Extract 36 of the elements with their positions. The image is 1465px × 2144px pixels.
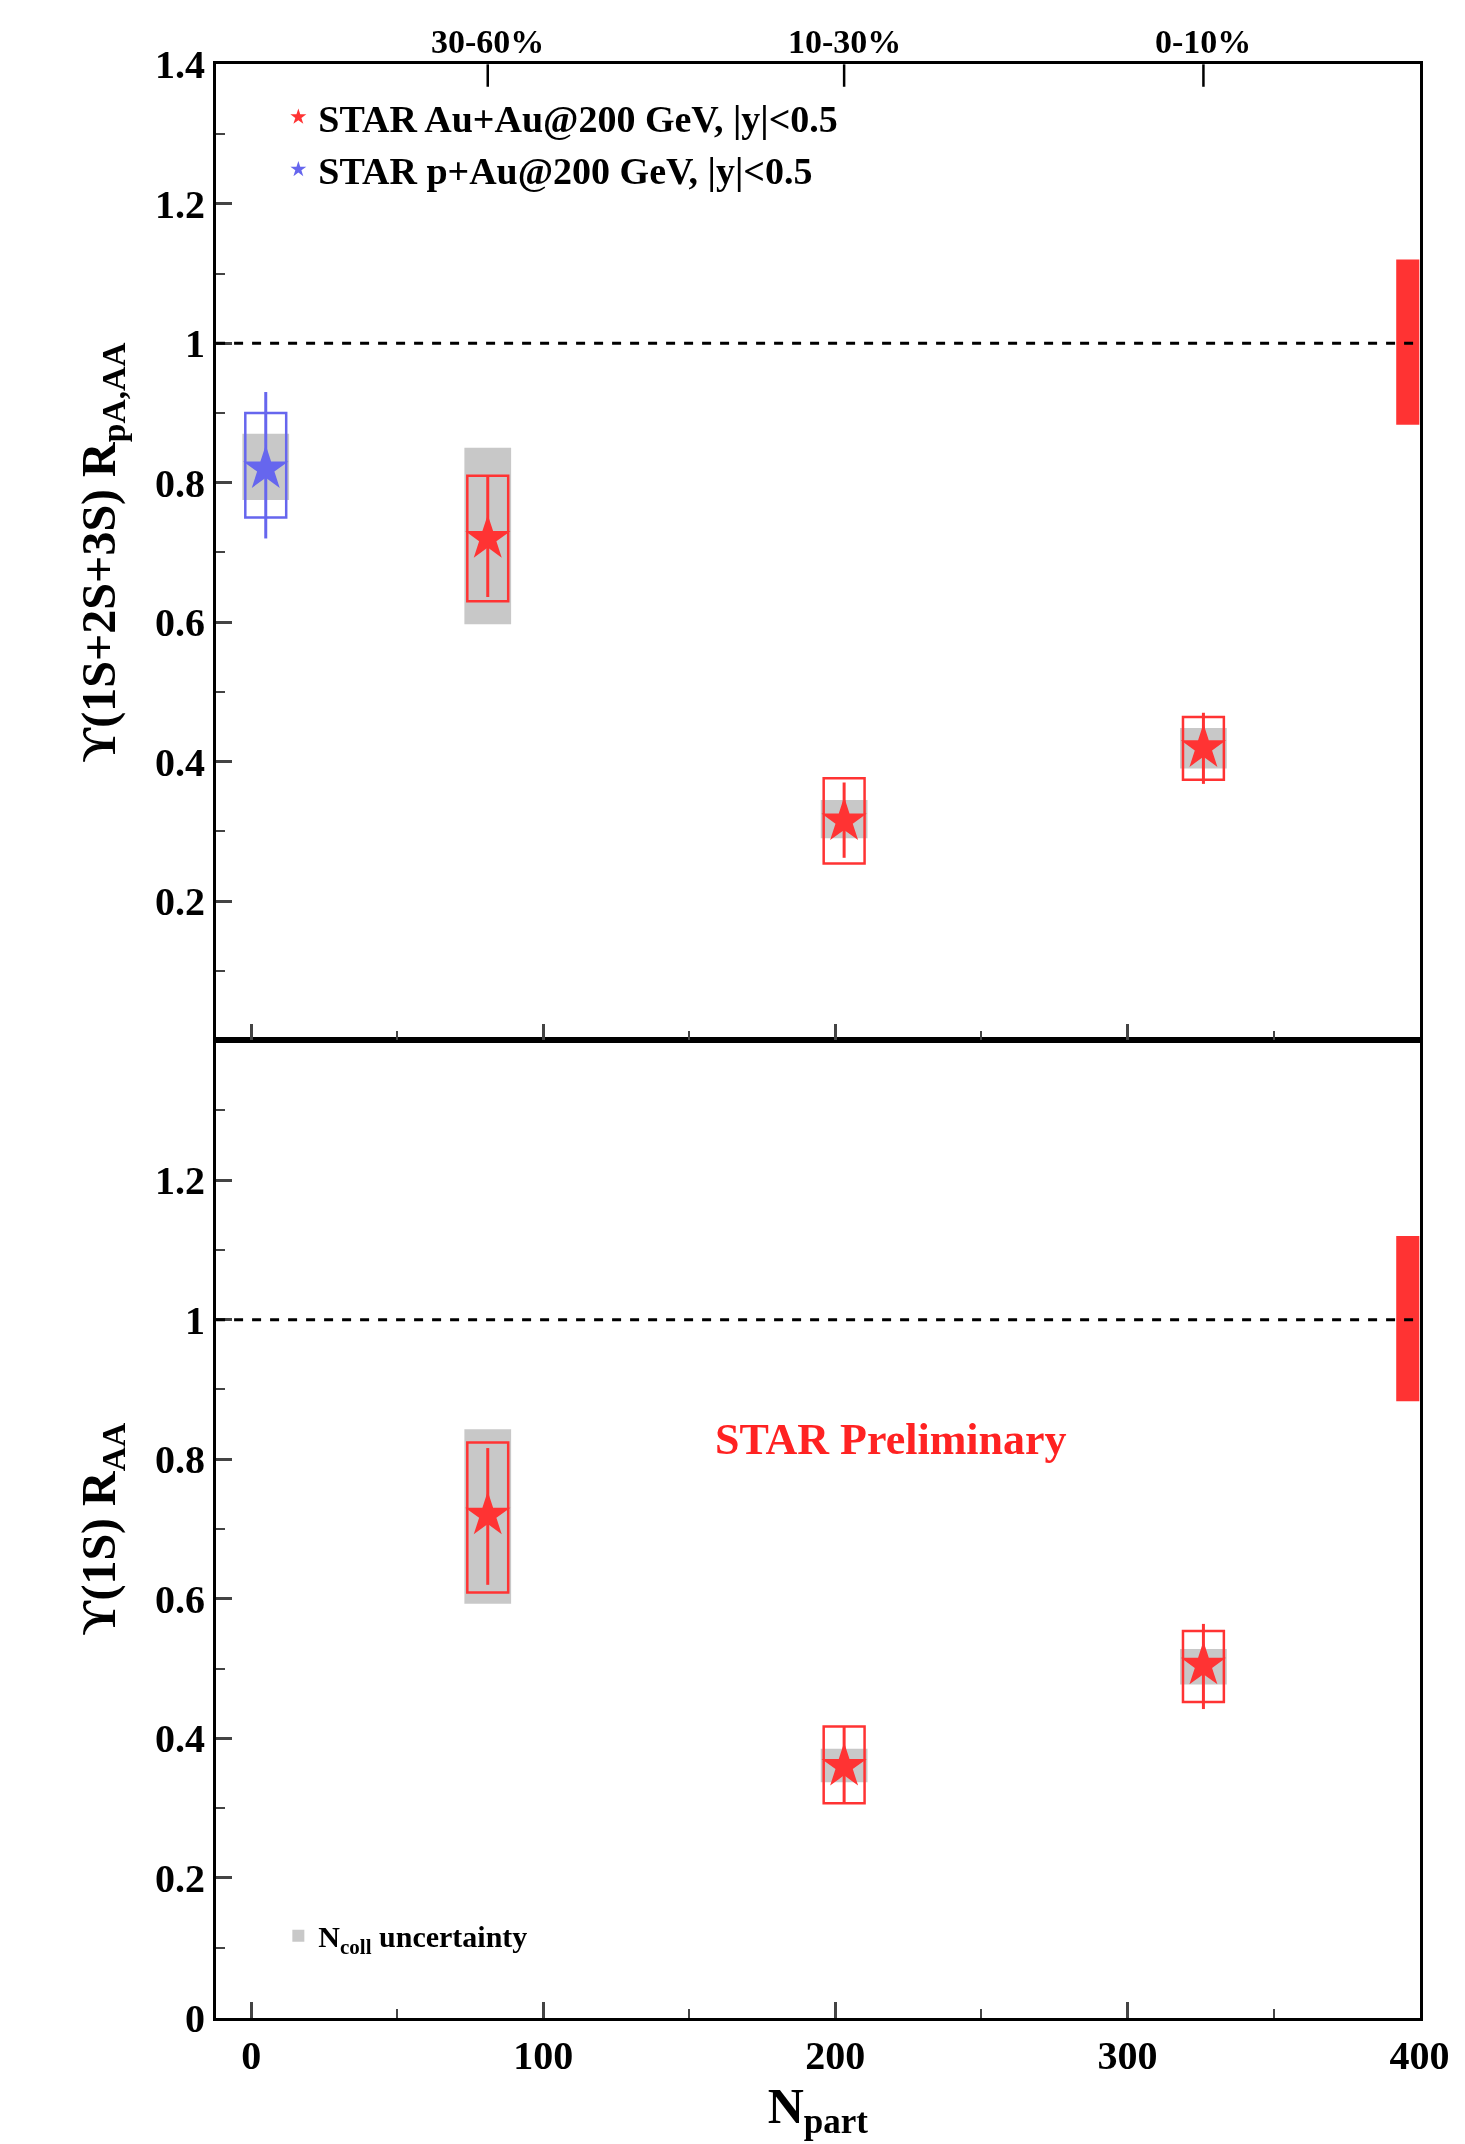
bar — [1396, 1235, 1420, 1402]
legend-label: N$_{coll}$ uncertainty — [318, 1920, 528, 1959]
y-tick-label: 0.4 — [155, 739, 206, 785]
y-tick-label: 0.2 — [155, 1855, 206, 1901]
y-tick-label: 1 — [185, 321, 206, 367]
y-tick-label: 1.4 — [155, 42, 206, 88]
y-tick-label: 0.6 — [155, 1576, 206, 1622]
bar — [822, 777, 866, 865]
point — [1180, 1641, 1227, 1685]
x-tick-label: 400 — [1389, 2032, 1450, 2078]
y-tick-label: 0.4 — [155, 1716, 206, 1762]
x-tick-label: 100 — [513, 2032, 574, 2078]
y-tick-label: 0 — [185, 1995, 206, 2041]
y-tick-label: 0.6 — [155, 600, 206, 646]
y-tick-label: 0.8 — [155, 1437, 206, 1483]
bar — [1396, 259, 1420, 425]
y-tick-label: 1 — [185, 1297, 206, 1343]
legend-label: STAR p+Au@200 GeV, |y|<0.5 — [318, 150, 813, 193]
bar — [1181, 715, 1226, 781]
x-tick-label: 200 — [805, 2032, 866, 2078]
x-axis-title: N$_{part}$ — [767, 2077, 869, 2141]
y-tick-label: 1.2 — [155, 181, 206, 227]
bar — [466, 474, 510, 603]
text: 10-30% — [788, 23, 902, 60]
text: 30-60% — [431, 23, 545, 60]
point — [821, 1742, 867, 1786]
x-tick-label: 0 — [241, 2032, 262, 2078]
text: 0-10% — [1155, 23, 1252, 60]
y-tick-label: 1.2 — [155, 1158, 206, 1204]
bar — [466, 1441, 510, 1594]
y-tick-label: 0.8 — [155, 460, 206, 506]
legend-label: STAR Au+Au@200 GeV, |y|<0.5 — [318, 97, 838, 140]
y-tick-label: 0.2 — [155, 879, 206, 925]
bar — [822, 1725, 866, 1805]
x-tick-label: 300 — [1097, 2032, 1158, 2078]
annotation: STAR Preliminary — [715, 1415, 1067, 1464]
